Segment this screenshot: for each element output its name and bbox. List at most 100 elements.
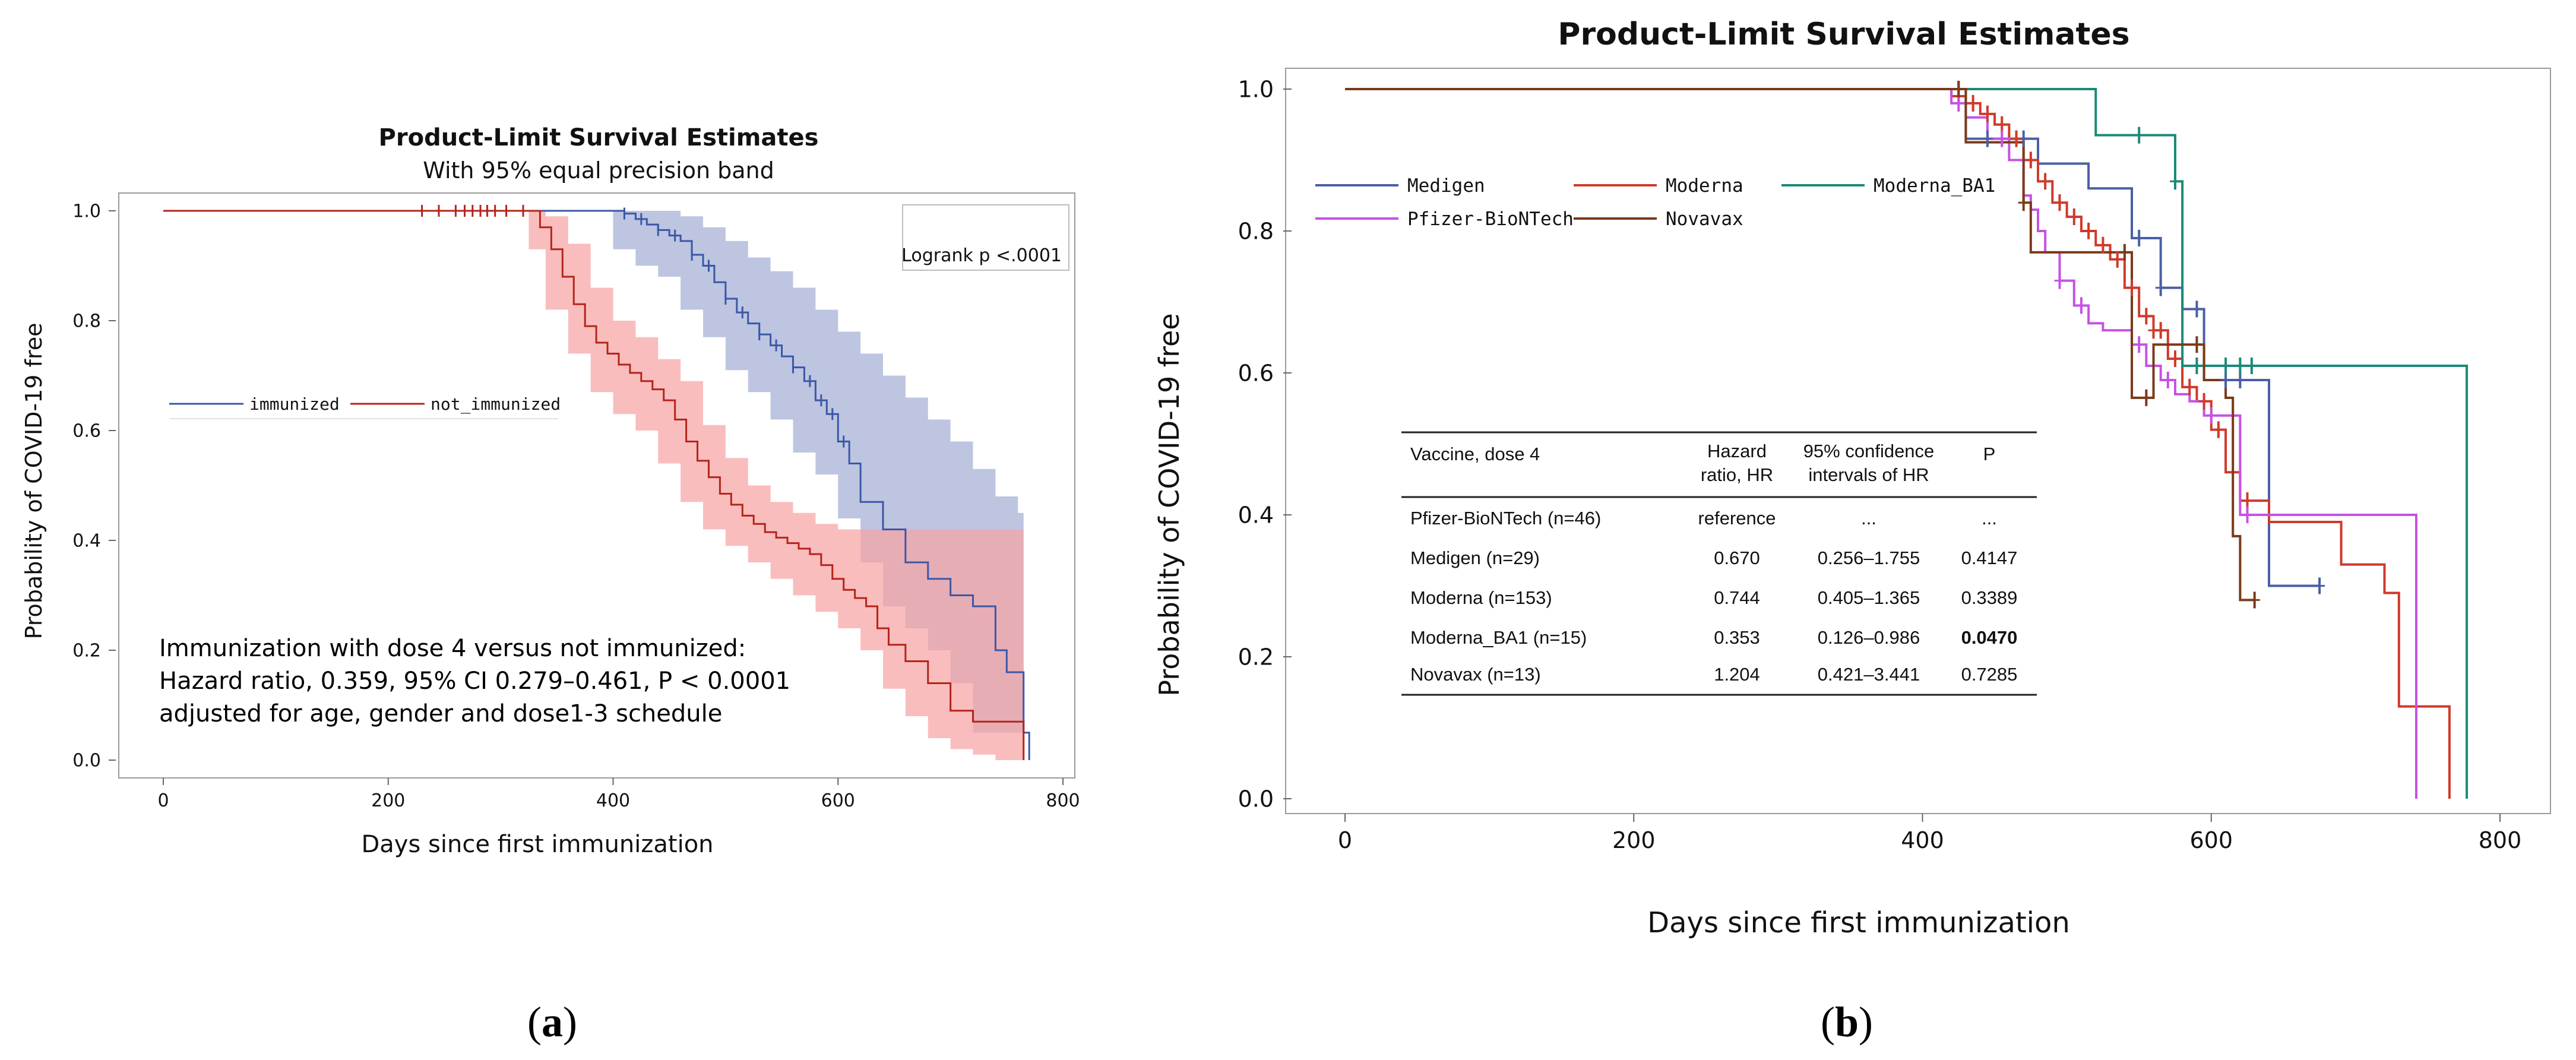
table-row: Novavax (n=13) 1.204 0.421–3.441 0.7285 bbox=[1410, 664, 2017, 685]
legend-label-pfizer: Pfizer-BioNTech bbox=[1407, 208, 1574, 230]
row-vaccine: Moderna (n=153) bbox=[1410, 587, 1552, 608]
y-tick-label: 0.6 bbox=[1238, 360, 1274, 386]
table-header-hr-line2: ratio, HR bbox=[1701, 464, 1773, 485]
panel-a-y-ticks: 0.0 0.2 0.4 0.6 0.8 1.0 bbox=[72, 201, 116, 771]
series-moderna bbox=[1345, 88, 2451, 799]
table-row: Pfizer-BioNTech (n=46) reference ... ... bbox=[1410, 508, 1997, 529]
panel-a-caption-letter: a bbox=[542, 998, 563, 1046]
y-tick-label: 0.4 bbox=[1238, 502, 1274, 528]
panel-b-y-axis-label: Probability of COVID-19 free bbox=[1153, 313, 1185, 696]
row-hr: reference bbox=[1698, 508, 1776, 529]
hazard-ratio-table: Vaccine, dose 4 Hazard ratio, HR 95% con… bbox=[1401, 431, 2037, 696]
legend-label-novavax: Novavax bbox=[1666, 208, 1743, 230]
y-tick-label: 0.6 bbox=[72, 421, 101, 442]
panel-a-confidence-bands bbox=[163, 211, 1024, 760]
panel-b-x-axis-label: Days since first immunization bbox=[1647, 906, 2070, 939]
row-hr: 0.353 bbox=[1714, 627, 1760, 648]
annotation-line-2: Hazard ratio, 0.359, 95% CI 0.279–0.461,… bbox=[159, 667, 790, 695]
panel-a: Product-Limit Survival Estimates With 95… bbox=[21, 124, 1080, 1046]
x-tick-label: 200 bbox=[371, 790, 405, 811]
panel-a-annotation: Immunization with dose 4 versus not immu… bbox=[159, 635, 790, 727]
row-p: 0.7285 bbox=[1961, 664, 2018, 685]
row-vaccine: Moderna_BA1 (n=15) bbox=[1410, 627, 1587, 648]
y-tick-label: 1.0 bbox=[72, 201, 101, 222]
band-not-immunized bbox=[163, 211, 1024, 760]
panel-a-legend: immunized not_immunized bbox=[169, 394, 561, 419]
row-p-significant: 0.0470 bbox=[1961, 627, 2018, 648]
legend-label-not-immunized: not_immunized bbox=[431, 394, 561, 414]
row-ci: 0.405–1.365 bbox=[1818, 587, 1920, 608]
row-vaccine: Novavax (n=13) bbox=[1410, 664, 1541, 685]
row-hr: 0.744 bbox=[1714, 587, 1760, 608]
series-immunized bbox=[163, 210, 1030, 760]
y-tick-label: 0.0 bbox=[72, 751, 101, 771]
panel-b: Product-Limit Survival Estimates 0.00.20… bbox=[1153, 17, 2551, 1046]
series-moderna-ba1 bbox=[1345, 88, 2469, 799]
y-tick-label: 0.2 bbox=[72, 641, 101, 662]
panel-b-title: Product-Limit Survival Estimates bbox=[1558, 17, 2129, 52]
row-vaccine: Pfizer-BioNTech (n=46) bbox=[1410, 508, 1601, 529]
row-ci: 0.126–0.986 bbox=[1818, 627, 1920, 648]
panel-b-legend: Medigen Moderna Moderna_BA1 Pfizer-BioNT… bbox=[1315, 175, 1995, 230]
panel-a-subtitle: With 95% equal precision band bbox=[423, 157, 774, 183]
x-tick-label: 400 bbox=[1901, 827, 1944, 853]
legend-label-medigen: Medigen bbox=[1407, 175, 1485, 197]
table-row: Medigen (n=29) 0.670 0.256–1.755 0.4147 bbox=[1410, 548, 2017, 568]
panel-b-caption-letter: b bbox=[1835, 998, 1859, 1046]
row-p: ... bbox=[1982, 508, 1997, 529]
annotation-line-1: Immunization with dose 4 versus not immu… bbox=[159, 635, 746, 662]
panel-a-survival-lines bbox=[163, 210, 1030, 760]
panel-a-plot-frame bbox=[118, 192, 1075, 779]
y-tick-label: 1.0 bbox=[1238, 76, 1274, 102]
table-row: Moderna_BA1 (n=15) 0.353 0.126–0.986 0.0… bbox=[1410, 627, 2017, 648]
panel-a-censor-marks bbox=[421, 205, 845, 448]
y-tick-label: 0.2 bbox=[1238, 644, 1274, 670]
x-tick-label: 600 bbox=[821, 790, 855, 811]
row-ci: ... bbox=[1861, 508, 1876, 529]
panel-a-x-ticks: 0 200 400 600 800 bbox=[157, 778, 1080, 811]
x-tick-label: 200 bbox=[1612, 827, 1656, 853]
panel-b-caption: (b) bbox=[1821, 998, 1873, 1046]
table-header-vaccine: Vaccine, dose 4 bbox=[1410, 444, 1540, 464]
table-row: Moderna (n=153) 0.744 0.405–1.365 0.3389 bbox=[1410, 587, 2017, 608]
row-p: 0.4147 bbox=[1961, 548, 2018, 568]
table-header-hr-line1: Hazard bbox=[1707, 441, 1767, 461]
legend-label-moderna-ba1: Moderna_BA1 bbox=[1874, 175, 1995, 197]
x-tick-label: 600 bbox=[2189, 827, 2233, 853]
y-tick-label: 0.8 bbox=[72, 311, 101, 332]
panel-b-censor-marks bbox=[1953, 81, 2325, 609]
row-p: 0.3389 bbox=[1961, 587, 2018, 608]
y-tick-label: 0.8 bbox=[1238, 218, 1274, 244]
row-hr: 0.670 bbox=[1714, 548, 1760, 568]
x-tick-label: 400 bbox=[596, 790, 630, 811]
panel-b-plot-frame bbox=[1285, 68, 2551, 814]
y-tick-label: 0.4 bbox=[72, 531, 101, 552]
x-tick-label: 0 bbox=[157, 790, 169, 811]
panel-a-x-axis-label: Days since first immunization bbox=[361, 831, 713, 858]
band-immunized bbox=[163, 211, 1024, 733]
panel-b-y-ticks: 0.0 0.2 0.4 0.6 0.8 1.0 bbox=[1238, 76, 1292, 812]
series-not-immunized bbox=[163, 210, 1025, 760]
table-header-p: P bbox=[1983, 444, 1996, 464]
panel-b-x-ticks: 0 200 400 600 800 bbox=[1338, 814, 2521, 853]
row-vaccine: Medigen (n=29) bbox=[1410, 548, 1540, 568]
x-tick-label: 0 bbox=[1338, 827, 1352, 853]
legend-label-immunized: immunized bbox=[249, 394, 340, 414]
annotation-line-3: adjusted for age, gender and dose1-3 sch… bbox=[159, 700, 722, 727]
logrank-box bbox=[902, 204, 1069, 271]
row-hr: 1.204 bbox=[1714, 664, 1760, 685]
panel-a-y-axis-label: Probability of COVID-19 free bbox=[21, 323, 47, 640]
row-ci: 0.256–1.755 bbox=[1818, 548, 1920, 568]
table-header-ci-line2: intervals of HR bbox=[1808, 464, 1929, 485]
y-tick-label: 0.0 bbox=[1238, 786, 1274, 812]
logrank-text: Logrank p <.0001 bbox=[901, 245, 1062, 266]
row-ci: 0.421–3.441 bbox=[1818, 664, 1920, 685]
x-tick-label: 800 bbox=[1046, 790, 1080, 811]
table-header-ci-line1: 95% confidence bbox=[1803, 441, 1935, 461]
legend-label-moderna: Moderna bbox=[1666, 175, 1743, 197]
x-tick-label: 800 bbox=[2479, 827, 2522, 853]
panel-a-caption: (a) bbox=[527, 998, 577, 1046]
panel-a-title: Product-Limit Survival Estimates bbox=[379, 124, 819, 151]
